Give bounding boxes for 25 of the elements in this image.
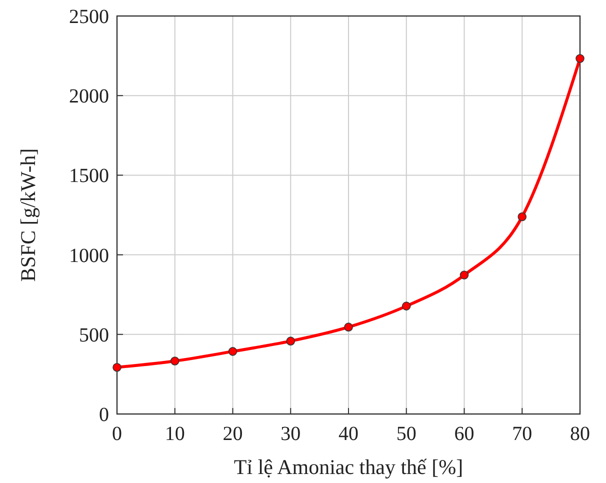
point: [576, 54, 584, 63]
y-tick-label: 2500: [69, 6, 109, 28]
x-tick-label: 40: [338, 423, 358, 445]
y-tick-label: 1000: [69, 244, 109, 267]
point: [518, 212, 527, 222]
point: [460, 270, 469, 280]
point: [112, 362, 122, 372]
point: [228, 347, 238, 356]
y-axis-title: BSFC [g/kW-h]: [16, 148, 40, 282]
x-tick-label: 80: [570, 423, 590, 445]
y-tick-label: 1500: [69, 165, 109, 188]
x-tick-label: 60: [454, 423, 474, 445]
point: [286, 336, 296, 346]
point: [402, 302, 411, 310]
x-tick-label: 10: [164, 423, 185, 445]
y-tick-label: 500: [79, 324, 109, 346]
x-axis-title: Tỉ lệ Amoniac thay thế [%]: [234, 455, 464, 479]
y-tick-label: 0: [99, 404, 109, 426]
x-tick-label: 20: [222, 423, 243, 445]
point: [344, 322, 353, 332]
y-tick-label: 2000: [69, 86, 109, 108]
x-tick-label: 30: [280, 423, 301, 445]
x-tick-label: 50: [396, 423, 416, 445]
x-tick-label: 70: [512, 423, 532, 445]
point: [170, 356, 180, 366]
